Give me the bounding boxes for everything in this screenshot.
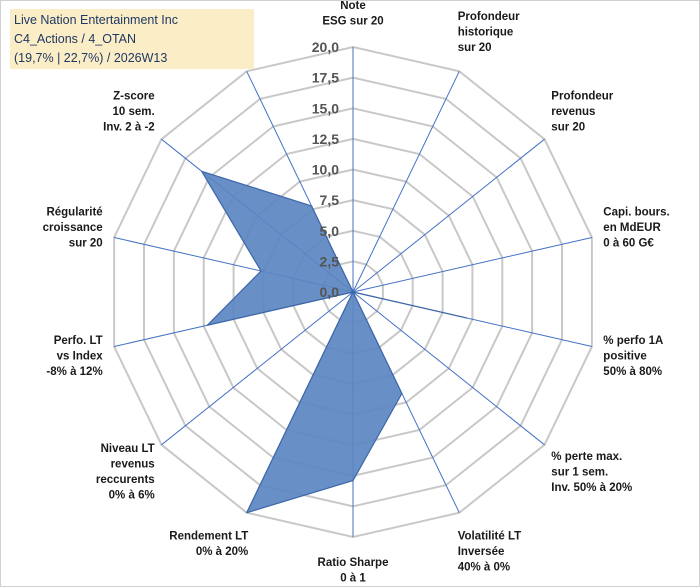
axis-label-line: Perfo. LT	[54, 335, 103, 347]
scale-tick-label: 0,0	[320, 284, 340, 300]
axis-label-line: Rendement LT	[169, 530, 248, 542]
axis-label-line: reccurents	[96, 474, 155, 486]
axis-label-line: sur 20	[551, 122, 585, 134]
axis-label: Z-score 10 sem. Inv. 2 à -2	[103, 91, 155, 134]
axis-label-line: Niveau LT	[101, 443, 155, 455]
axis-label: Profondeur historique sur 20	[458, 11, 520, 54]
axis-label-line: Régularité	[46, 206, 102, 218]
axis-label-line: -8% à 12%	[46, 366, 102, 378]
axis-label-line: % perfo 1A	[603, 335, 663, 347]
radial-axis	[161, 291, 354, 446]
axis-label-line: Profondeur	[551, 91, 613, 103]
axis-label-line: Inversée	[458, 546, 505, 558]
axis-label-line: Note	[340, 1, 366, 12]
period-label: (19,7% | 22,7%) / 2026W13	[14, 51, 168, 65]
axis-label: % perfo 1A positive 50% à 80%	[603, 335, 663, 378]
company-name: Live Nation Entertainment Inc	[14, 13, 178, 27]
axis-label: Rendement LT 0% à 20%	[169, 530, 248, 558]
scale-tick-label: 17,5	[312, 70, 339, 86]
axis-label-line: Volatilité LT	[458, 530, 521, 542]
axis-label-line: ESG sur 20	[322, 16, 383, 28]
axis-label: Niveau LT revenus reccurents 0% à 6%	[96, 443, 155, 502]
scale-tick-label: 10,0	[312, 162, 339, 178]
axis-label-line: Inv. 2 à -2	[103, 122, 155, 134]
axis-label-line: 40% à 0%	[458, 561, 510, 573]
scale-tick-label: 12,5	[312, 131, 339, 147]
axis-label-line: positive	[603, 351, 646, 363]
axis-label: Ratio Sharpe 0 à 1	[318, 557, 389, 585]
scale-tick-label: 2,5	[320, 253, 340, 269]
axis-label-line: revenus	[551, 106, 595, 118]
axis-label-line: 0 à 60 G€	[603, 237, 654, 249]
axis-label-line: revenus	[111, 459, 155, 471]
axis-label: Volatilité LT Inversée 40% à 0%	[458, 530, 521, 573]
axis-label-line: 0 à 1	[340, 573, 366, 585]
axis-label-line: Profondeur	[458, 11, 520, 23]
radial-axis	[352, 237, 593, 293]
axis-label-line: en MdEUR	[603, 222, 661, 234]
scale-tick-label: 5,0	[320, 223, 340, 239]
radial-axis	[352, 291, 545, 446]
axis-label: Profondeur revenus sur 20	[551, 91, 613, 134]
axis-label-line: Capi. bours.	[603, 206, 669, 218]
axis-label-line: croissance	[43, 222, 103, 234]
axis-label-line: 50% à 80%	[603, 366, 662, 378]
axis-label: Note ESG sur 20	[322, 1, 383, 28]
axis-label-line: Ratio Sharpe	[318, 557, 389, 569]
axis-label-line: 0% à 20%	[196, 546, 248, 558]
radial-axis	[352, 138, 545, 293]
axis-label-line: historique	[458, 27, 514, 39]
axis-label-line: 0% à 6%	[109, 490, 155, 502]
scale-tick-label: 15,0	[312, 100, 339, 116]
axis-label-line: % perte max.	[551, 451, 622, 463]
axis-label-line: vs Index	[57, 351, 104, 363]
radial-axis	[352, 71, 460, 293]
axis-label: Régularité croissance sur 20	[43, 206, 103, 249]
axis-label-line: Inv. 50% à 20%	[551, 482, 632, 494]
axis-label-line: sur 20	[69, 237, 103, 249]
axis-label-line: sur 20	[458, 42, 492, 54]
scale-tick-label: 20,0	[312, 39, 339, 55]
axis-label: Perfo. LT vs Index -8% à 12%	[46, 335, 103, 378]
scale-tick-label: 7,5	[320, 192, 340, 208]
portfolio-label: C4_Actions / 4_OTAN	[14, 32, 137, 46]
data-area	[201, 170, 468, 514]
axis-label: % perte max. sur 1 sem. Inv. 50% à 20%	[551, 451, 632, 494]
axis-label: Capi. bours. en MdEUR 0 à 60 G€	[603, 206, 669, 249]
axis-label-line: Z-score	[113, 91, 155, 103]
chart-title-box: Live Nation Entertainment Inc C4_Actions…	[10, 9, 254, 69]
axis-label-line: sur 1 sem.	[551, 466, 608, 478]
axis-label-line: 10 sem.	[112, 106, 154, 118]
